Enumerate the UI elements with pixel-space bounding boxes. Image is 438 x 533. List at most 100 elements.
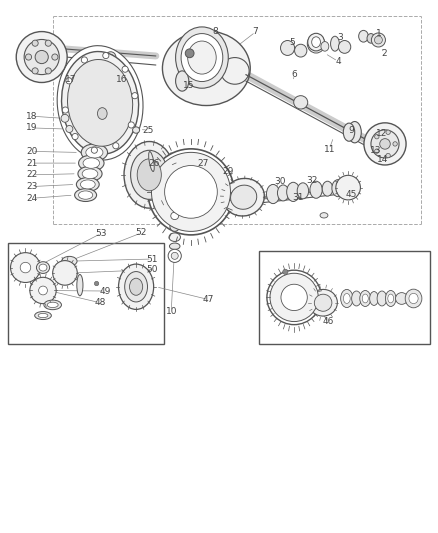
Circle shape	[45, 68, 51, 74]
Circle shape	[91, 147, 97, 154]
Ellipse shape	[131, 150, 167, 199]
Ellipse shape	[132, 127, 139, 133]
Circle shape	[363, 123, 405, 165]
Circle shape	[66, 125, 73, 133]
Text: 46: 46	[322, 318, 333, 326]
Text: 9: 9	[347, 126, 353, 135]
Text: 51: 51	[146, 255, 157, 263]
Bar	[258, 251, 429, 344]
Circle shape	[52, 54, 58, 60]
Ellipse shape	[77, 274, 83, 296]
Ellipse shape	[385, 290, 395, 306]
Circle shape	[24, 39, 59, 75]
Circle shape	[385, 154, 389, 158]
Text: 12: 12	[375, 129, 387, 138]
Ellipse shape	[286, 182, 299, 201]
Circle shape	[108, 54, 113, 60]
Ellipse shape	[266, 184, 279, 204]
Ellipse shape	[80, 180, 95, 189]
Text: 23: 23	[26, 182, 38, 191]
Circle shape	[280, 284, 307, 311]
Text: 7: 7	[252, 28, 258, 36]
Circle shape	[266, 270, 321, 325]
Ellipse shape	[387, 294, 393, 303]
Ellipse shape	[44, 300, 61, 310]
Ellipse shape	[76, 177, 99, 191]
Text: 4: 4	[335, 57, 340, 66]
Ellipse shape	[314, 294, 331, 311]
Ellipse shape	[118, 264, 153, 309]
Ellipse shape	[340, 289, 352, 308]
Ellipse shape	[330, 36, 339, 51]
Ellipse shape	[169, 243, 180, 249]
Text: 2: 2	[381, 49, 386, 58]
Bar	[8, 243, 163, 344]
Ellipse shape	[78, 155, 104, 171]
Ellipse shape	[338, 41, 350, 53]
Text: 20: 20	[26, 147, 38, 156]
Text: 17: 17	[64, 76, 76, 84]
Circle shape	[164, 166, 217, 218]
Circle shape	[113, 143, 119, 149]
Text: 27: 27	[197, 159, 208, 167]
Circle shape	[269, 273, 318, 321]
Ellipse shape	[343, 123, 354, 141]
Ellipse shape	[308, 289, 336, 316]
Ellipse shape	[343, 294, 350, 303]
Ellipse shape	[351, 291, 360, 306]
Circle shape	[102, 52, 109, 59]
Ellipse shape	[230, 185, 256, 209]
Text: 29: 29	[222, 167, 233, 176]
Circle shape	[282, 269, 287, 274]
Circle shape	[30, 277, 56, 304]
Circle shape	[94, 281, 99, 286]
Text: 25: 25	[142, 126, 154, 134]
Ellipse shape	[124, 271, 147, 302]
Text: 13: 13	[369, 146, 380, 155]
Circle shape	[151, 152, 230, 231]
Ellipse shape	[74, 189, 96, 201]
Circle shape	[35, 51, 48, 63]
Text: 18: 18	[26, 112, 38, 120]
Ellipse shape	[187, 41, 216, 74]
Circle shape	[72, 133, 78, 140]
Text: 52: 52	[135, 229, 147, 237]
Ellipse shape	[82, 169, 98, 179]
Circle shape	[122, 66, 128, 72]
Ellipse shape	[61, 52, 138, 154]
Text: 16: 16	[116, 76, 127, 84]
Ellipse shape	[162, 31, 250, 106]
Ellipse shape	[137, 159, 161, 191]
Ellipse shape	[57, 46, 143, 160]
Ellipse shape	[35, 311, 51, 320]
Ellipse shape	[170, 222, 179, 231]
Circle shape	[374, 149, 378, 154]
Text: 3: 3	[336, 33, 343, 42]
Circle shape	[128, 122, 134, 128]
Ellipse shape	[78, 166, 102, 181]
Ellipse shape	[395, 293, 407, 304]
Ellipse shape	[223, 179, 264, 216]
Ellipse shape	[129, 278, 142, 295]
Ellipse shape	[280, 41, 294, 55]
Ellipse shape	[38, 313, 48, 318]
Ellipse shape	[309, 181, 321, 198]
Circle shape	[20, 262, 31, 273]
Ellipse shape	[366, 34, 374, 43]
Ellipse shape	[47, 302, 58, 308]
Circle shape	[66, 78, 72, 84]
Text: 50: 50	[146, 265, 157, 274]
Ellipse shape	[347, 122, 360, 143]
Circle shape	[168, 249, 181, 262]
Ellipse shape	[307, 34, 324, 53]
Ellipse shape	[321, 181, 332, 196]
Ellipse shape	[359, 290, 370, 306]
Ellipse shape	[408, 293, 417, 304]
Ellipse shape	[97, 108, 107, 119]
Text: 26: 26	[148, 159, 160, 167]
Text: 47: 47	[202, 295, 214, 304]
Circle shape	[171, 252, 178, 260]
Circle shape	[335, 175, 360, 200]
Ellipse shape	[181, 34, 222, 82]
Ellipse shape	[293, 95, 307, 109]
